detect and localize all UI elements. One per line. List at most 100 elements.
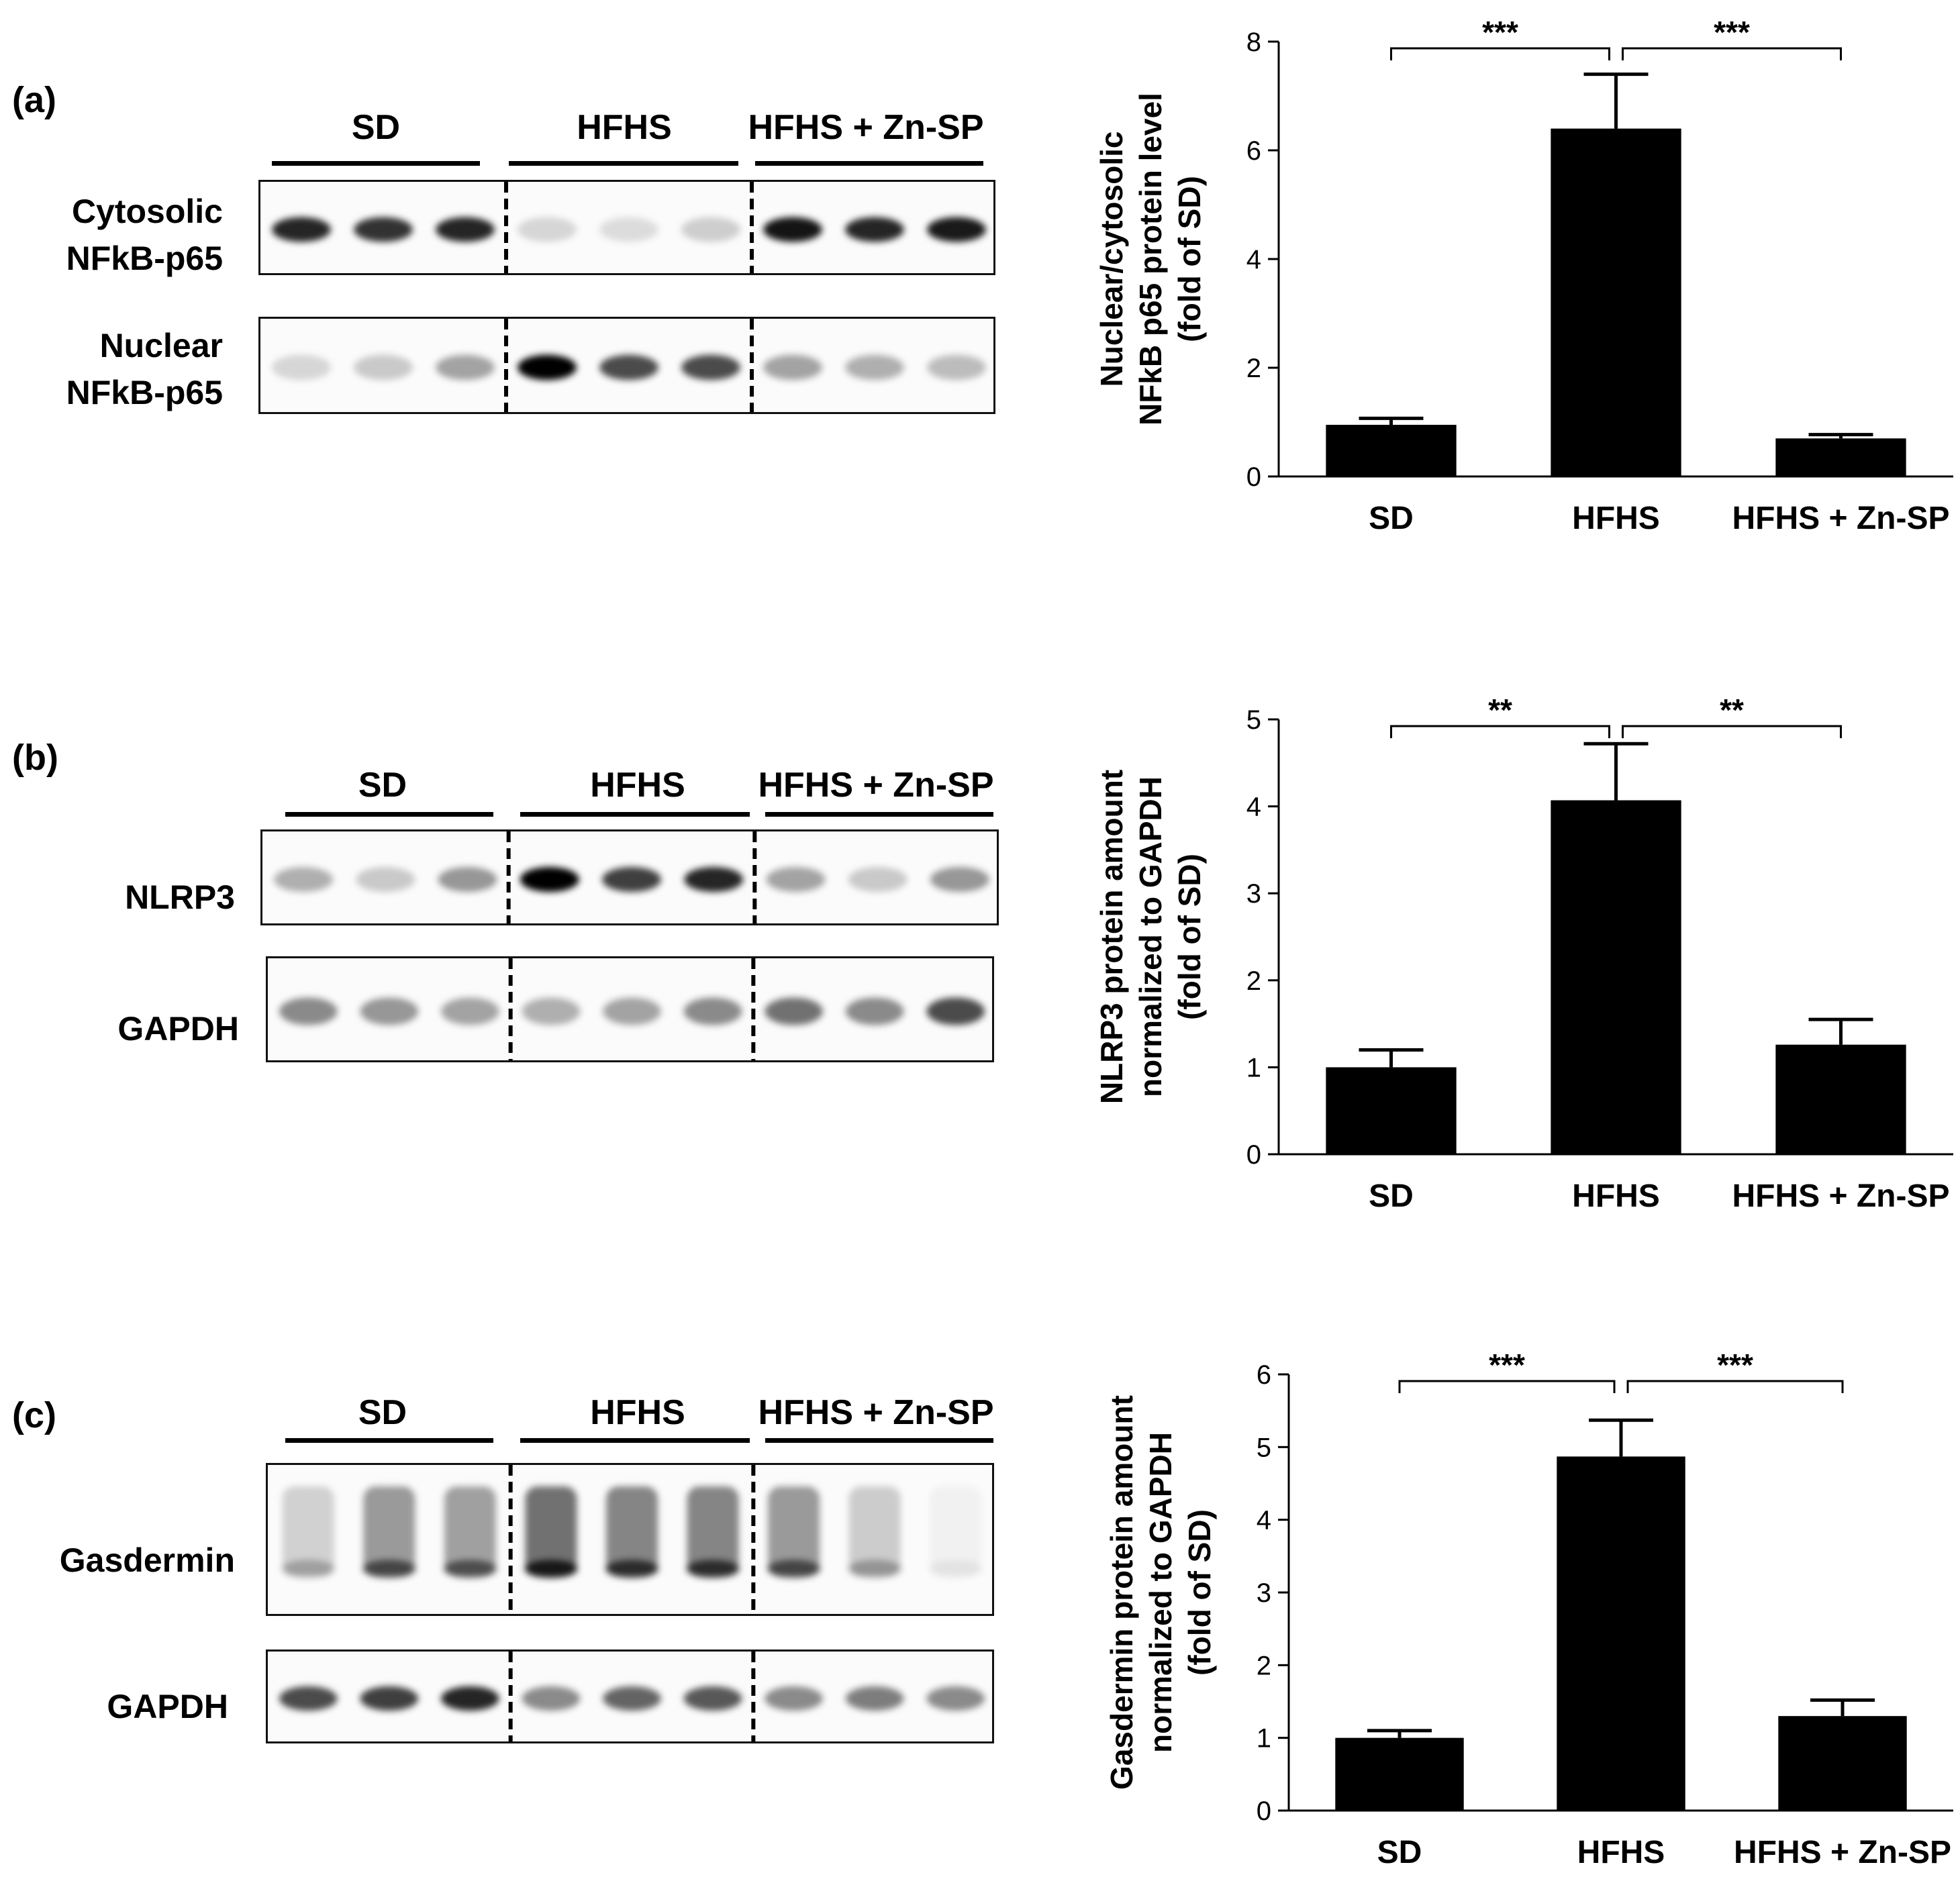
panel-b-group-zn: HFHS + Zn-SP xyxy=(758,766,994,805)
y-tick-label: 1 xyxy=(1257,1724,1271,1754)
bar xyxy=(1326,1067,1457,1154)
x-tick-label: SD xyxy=(1377,1835,1422,1870)
blot-band xyxy=(443,1560,497,1578)
blot-band xyxy=(927,217,986,242)
blot-band xyxy=(765,997,824,1025)
bar xyxy=(1557,1456,1685,1811)
significance-label: *** xyxy=(1714,15,1750,50)
blot-band xyxy=(683,997,742,1025)
y-axis-label: Nuclear/cytosolic xyxy=(1094,132,1129,387)
blot-smear xyxy=(687,1486,739,1576)
panel-c-blot-gasdermin-bands xyxy=(281,1465,983,1614)
blot-smear xyxy=(605,1486,658,1576)
significance-bracket xyxy=(1622,725,1842,738)
y-tick-label: 0 xyxy=(1257,1796,1271,1826)
y-axis-label: NFkB p65 protein level xyxy=(1133,93,1168,425)
blot-band xyxy=(681,217,740,242)
blot-band xyxy=(279,1686,338,1711)
y-tick-label: 0 xyxy=(1246,462,1261,492)
panel-b-group-line-sd xyxy=(285,812,493,817)
blot-band xyxy=(274,866,334,893)
significance-label: *** xyxy=(1717,1348,1753,1382)
blot-band xyxy=(520,866,579,893)
bar xyxy=(1551,128,1681,477)
blot-band xyxy=(522,1686,581,1711)
blot-band xyxy=(279,997,338,1025)
panel-c-blot1-label: Gasdermin xyxy=(13,1537,235,1584)
significance-bracket xyxy=(1398,1380,1616,1393)
panel-a-blot1-label: Cytosolic NFkB-p65 xyxy=(13,188,223,282)
blot-smear xyxy=(363,1486,415,1576)
blot-smear xyxy=(848,1486,901,1576)
blot-band xyxy=(272,217,331,242)
panel-a-group-line-hfhs xyxy=(509,161,738,166)
panel-a-blot1-label-line1: Cytosolic xyxy=(71,193,223,230)
significance-label: *** xyxy=(1482,15,1518,50)
blot-band xyxy=(845,354,904,381)
blot-band xyxy=(599,354,658,381)
bar xyxy=(1775,1044,1906,1154)
blot-band xyxy=(436,354,495,381)
blot-band xyxy=(438,866,497,893)
panel-b-bar-chart: 0 1 2 3 4 5 NLRP3 protein amount normalized to … xyxy=(1094,693,1953,1214)
panel-a-group-line-zn xyxy=(755,161,983,166)
panel-a-letter: (a) xyxy=(12,80,56,120)
y-tick-label: 5 xyxy=(1257,1433,1271,1462)
panel-a-blot2-label-line2: NFkB-p65 xyxy=(66,374,223,411)
blot-band xyxy=(763,217,822,242)
panel-b-blot-nlrp3-bands xyxy=(274,831,989,923)
blot-band xyxy=(766,866,826,893)
blot-band xyxy=(683,1686,742,1711)
y-axis-label: (fold of SD) xyxy=(1172,176,1207,342)
blot-band xyxy=(440,997,499,1025)
y-tick-label: 6 xyxy=(1246,136,1261,166)
significance-label: ** xyxy=(1720,693,1744,727)
x-tick-label: HFHS + Zn-SP xyxy=(1732,1178,1949,1214)
blot-smear xyxy=(768,1486,820,1576)
blot-band xyxy=(362,1560,416,1578)
x-tick-label: HFHS xyxy=(1572,501,1660,536)
bar xyxy=(1326,425,1457,476)
blot-smear xyxy=(930,1486,982,1576)
panel-b-group-line-zn xyxy=(765,812,993,817)
x-tick-label: HFHS + Zn-SP xyxy=(1732,501,1949,536)
blot-band xyxy=(272,354,331,381)
panel-a-blot1-label-line2: NFkB-p65 xyxy=(66,240,223,277)
bar xyxy=(1775,438,1906,476)
blot-band xyxy=(599,217,658,242)
significance-label: ** xyxy=(1488,693,1512,727)
blot-band xyxy=(522,997,581,1025)
blot-band xyxy=(765,1686,824,1711)
y-tick-label: 6 xyxy=(1257,1360,1271,1390)
y-tick-label: 4 xyxy=(1246,245,1261,274)
x-tick-label: SD xyxy=(1369,501,1414,536)
panel-b-blot2-label-line1: GAPDH xyxy=(117,1010,239,1048)
y-axis-label: NLRP3 protein amount xyxy=(1094,770,1129,1104)
panel-c-letter: (c) xyxy=(12,1395,56,1435)
y-axis-label: normalized to GAPDH xyxy=(1133,776,1168,1097)
x-tick-label: HFHS xyxy=(1577,1835,1665,1870)
panel-a-blot2-label: Nuclear NFkB-p65 xyxy=(13,322,223,416)
blot-band xyxy=(518,217,577,242)
panel-c-blot1-label-line1: Gasdermin xyxy=(59,1541,235,1579)
panel-b-blot2-label: GAPDH xyxy=(13,1005,239,1052)
y-tick-label: 4 xyxy=(1257,1506,1271,1535)
significance-bracket xyxy=(1622,47,1842,60)
blot-band xyxy=(848,866,908,893)
panel-b-blot-gapdh xyxy=(266,956,994,1062)
blot-band xyxy=(360,1686,419,1711)
panel-a-group-sd: SD xyxy=(351,108,401,147)
blot-smear xyxy=(444,1486,496,1576)
blot-band xyxy=(684,866,744,893)
panel-a-blot-cytosolic xyxy=(258,180,995,275)
blot-band xyxy=(686,1560,740,1578)
blot-band xyxy=(848,1560,901,1578)
panel-b-blot1-label: NLRP3 xyxy=(13,874,235,921)
panel-b-group-sd: SD xyxy=(358,766,407,805)
blot-band xyxy=(681,354,740,381)
blot-band xyxy=(767,1560,821,1578)
blot-band xyxy=(928,1560,983,1578)
blot-band xyxy=(603,997,661,1025)
panel-b-blot1-label-line1: NLRP3 xyxy=(125,878,235,916)
y-tick-label: 2 xyxy=(1246,966,1261,996)
